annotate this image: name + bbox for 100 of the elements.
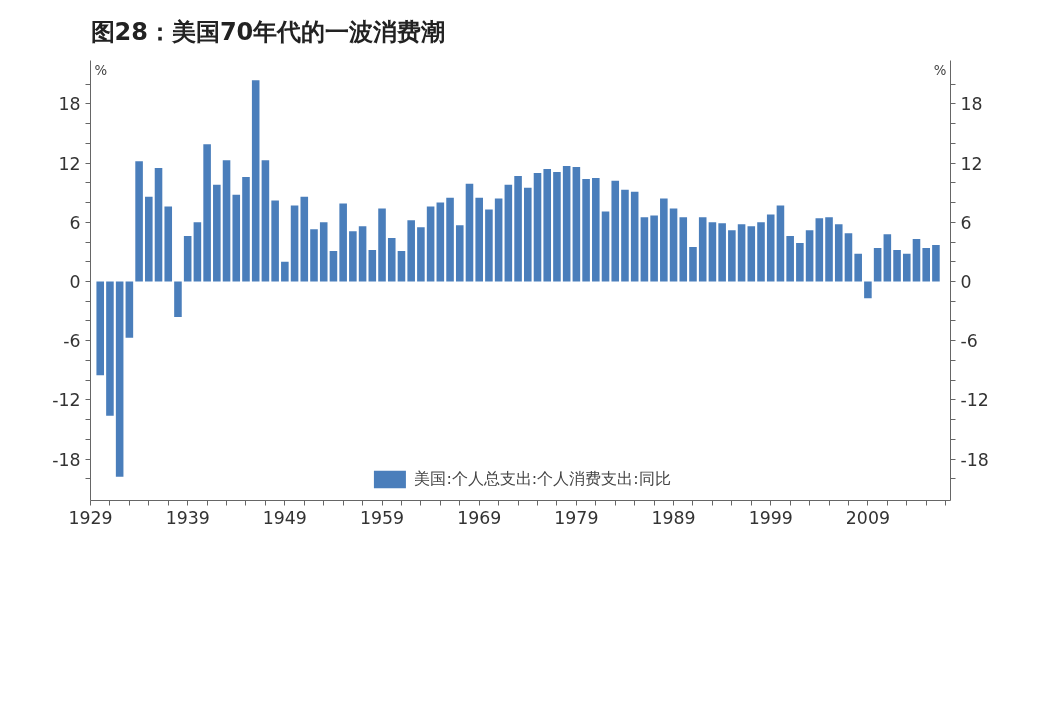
bar [115,281,124,477]
x-tick-label: 1949 [262,507,307,528]
bar [514,175,522,282]
bar [543,169,552,282]
y-tick-label: 6 [69,212,81,233]
bar [106,281,114,416]
bar [825,217,833,282]
y2-tick-label: 0 [960,271,972,292]
bar [271,200,279,282]
bar [397,250,406,282]
bar [747,226,756,282]
bar [290,205,299,282]
x-tick-label: 1939 [165,507,210,528]
bar [504,184,513,282]
bar [776,205,785,282]
bar [533,172,542,282]
bar [786,236,794,282]
bar [582,178,590,282]
bar [844,233,853,282]
bar [242,176,250,282]
y2-tick-label: 18 [960,94,983,115]
bar [698,217,707,282]
bar [339,203,347,282]
bar [261,160,270,282]
bar [358,226,367,282]
bar [592,177,600,282]
bar [553,171,561,282]
bar [796,243,804,282]
bar [378,208,386,282]
bar [708,222,717,282]
x-tick-label: 1999 [748,507,793,528]
bar [572,167,581,282]
bar [222,160,231,282]
bar [650,215,658,282]
bar [183,236,192,282]
bar [329,250,338,282]
bar [883,234,892,282]
bar [436,202,445,282]
bar [679,217,688,282]
bar [125,281,134,338]
bar [494,198,503,282]
bar [407,220,415,282]
bar [300,196,309,282]
y2-tick-label: 6 [960,212,972,233]
bar [766,214,775,282]
y2-tick-label: -18 [960,449,989,470]
bar [524,187,532,282]
bar [485,209,493,282]
y2-tick-label: -6 [960,331,978,352]
x-tick-label: 1969 [457,507,502,528]
bar [621,189,629,282]
bar [640,217,649,282]
x-tick-label: 1959 [359,507,405,528]
y-tick-label: -6 [63,331,81,352]
bar [174,281,182,317]
y-axis-title: % [94,62,108,78]
bar [417,227,425,282]
x-tick-label: 2009 [845,507,890,528]
y-tick-label: -12 [52,390,81,411]
bar [232,194,241,282]
bar [834,224,843,282]
bar [426,206,435,282]
bar [213,184,221,282]
bar [660,198,668,282]
bar [902,253,911,282]
bar [193,222,202,282]
bar [164,206,173,282]
bar [446,197,454,282]
bar [805,230,814,282]
bar [893,249,901,282]
chart-title: 图28：美国70年代的一波消费潮 [90,17,446,46]
y-tick-label: 18 [58,94,81,115]
y2-tick-label: 12 [960,153,983,174]
y-tick-label: -18 [52,449,81,470]
bar [154,168,163,282]
legend-label: 美国:个人总支出:个人消费支出:同比 [414,468,671,490]
bar [135,161,143,282]
y2-axis-title: % [933,62,947,78]
bar [562,166,571,282]
y-tick-label: 12 [58,153,81,174]
bar [864,281,872,299]
bar [728,230,736,282]
x-tick-label: 1929 [68,507,113,528]
x-tick-label: 1989 [651,507,696,528]
bar [630,191,639,282]
bar [475,197,483,282]
bar [281,261,289,282]
bar [310,229,318,282]
bar [387,238,396,282]
bar [922,247,930,282]
bar [854,253,862,282]
bar [455,225,464,282]
bar [718,223,726,282]
y-tick-label: 0 [69,271,81,292]
y2-tick-label: -12 [960,390,989,411]
bar [873,247,882,282]
bar [669,208,678,282]
bar [349,231,357,282]
x-tick-label: 1979 [554,507,599,528]
bar [368,249,377,282]
